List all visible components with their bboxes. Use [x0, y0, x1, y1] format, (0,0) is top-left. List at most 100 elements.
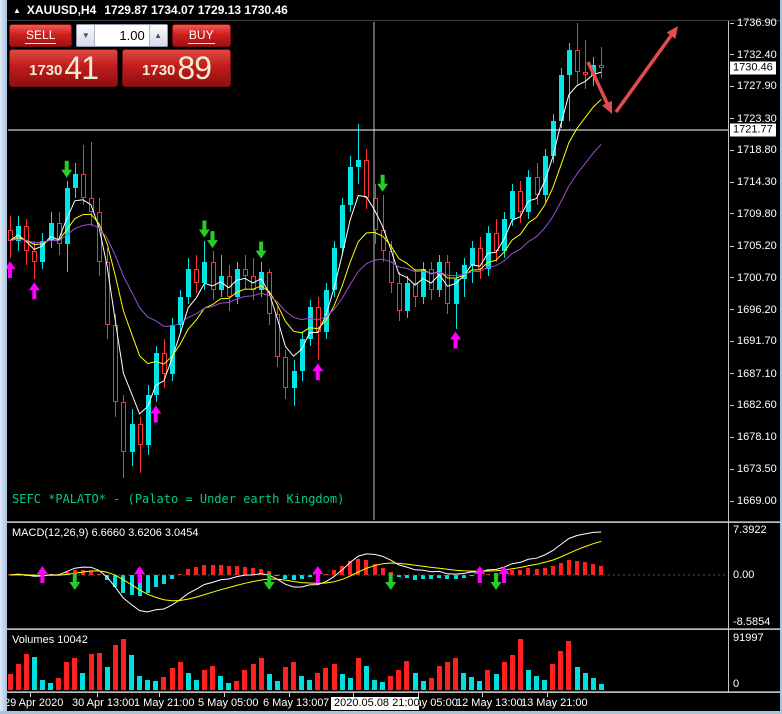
- volume-bar: [388, 675, 394, 690]
- volume-bar: [72, 658, 78, 690]
- time-axis-tick: [97, 693, 98, 697]
- macd-histogram-bar: [453, 575, 458, 579]
- time-axis-label: 1 May 21:00: [134, 697, 195, 709]
- buy-price-digits: 89: [177, 50, 212, 86]
- volume-bar: [534, 675, 539, 690]
- candle-body: [583, 71, 589, 76]
- sell-signal-arrow: [207, 231, 218, 249]
- volume-bar: [266, 673, 272, 690]
- volume-bar: [574, 666, 580, 690]
- volume-bar: [517, 639, 523, 690]
- macd-volumes-separator[interactable]: [0, 628, 782, 630]
- time-axis-tick: [289, 693, 290, 697]
- volume-bar: [590, 678, 596, 690]
- volume-bar: [120, 639, 126, 690]
- candle-body: [332, 247, 337, 290]
- symbol-period-label: XAUUSD,H4: [26, 3, 97, 17]
- price-axis-label: 1718.80: [730, 144, 777, 156]
- candle-body: [24, 226, 30, 252]
- macd-histogram-bar: [153, 575, 158, 588]
- volume-decrease-button[interactable]: ▼: [77, 25, 96, 46]
- macd-histogram-bar: [437, 575, 442, 579]
- volume-axis-label: 0: [733, 678, 740, 690]
- candle-body: [437, 261, 443, 290]
- volume-bar: [307, 679, 313, 690]
- price-axis-label: 1705.20: [730, 240, 777, 252]
- price-axis-label: 1727.90: [730, 80, 777, 92]
- sell-button[interactable]: SELL: [9, 24, 73, 47]
- time-axis-tick: [30, 693, 31, 697]
- macd-histogram-bar: [218, 565, 223, 575]
- macd-histogram-bar: [526, 568, 531, 575]
- volume-bar: [396, 669, 402, 690]
- volume-bar: [56, 678, 62, 690]
- macd-histogram-bar: [372, 563, 377, 575]
- volume-increase-button[interactable]: ▲: [148, 25, 167, 46]
- macd-histogram-bar: [340, 565, 345, 575]
- macd-axis-label: -8.5854: [733, 616, 771, 628]
- price-axis-label: 1700.70: [730, 272, 777, 284]
- candle-body: [518, 191, 524, 213]
- candle-body: [32, 251, 38, 262]
- buy-signal-arrow: [28, 282, 40, 300]
- volume-bar: [258, 658, 264, 690]
- collapse-triangle-icon[interactable]: ▲: [13, 5, 21, 15]
- price-axis-border: [728, 21, 729, 693]
- axis-tick: [730, 22, 734, 24]
- macd-histogram-bar: [413, 575, 417, 580]
- window-left-edge: [0, 0, 7, 714]
- axis-tick: [730, 213, 734, 215]
- sell-price-digits: 41: [64, 50, 99, 86]
- window-bottom-edge: [0, 711, 782, 714]
- candle-body: [340, 205, 346, 248]
- candle-body: [429, 268, 435, 290]
- sell-signal-arrow: [61, 160, 73, 178]
- candle-body: [283, 356, 289, 389]
- volume-bar: [201, 669, 207, 690]
- candle-body: [599, 64, 605, 69]
- macd-histogram-bar: [194, 567, 199, 575]
- buy-button[interactable]: BUY: [171, 24, 231, 47]
- trend-arrow-head: [666, 26, 678, 39]
- main-macd-separator[interactable]: [0, 521, 782, 523]
- buy-price-panel[interactable]: 1730 89: [122, 49, 231, 87]
- volume-bar: [347, 678, 353, 690]
- volume-bar: [339, 673, 345, 690]
- candle-wick: [139, 416, 141, 473]
- candle-body: [97, 212, 103, 262]
- volume-bar: [64, 662, 70, 690]
- volume-input[interactable]: 1.00: [95, 25, 149, 46]
- time-axis-tick: [224, 693, 225, 697]
- sell-signal-arrow: [198, 220, 210, 238]
- volume-bar: [542, 679, 548, 690]
- candle-body: [194, 268, 200, 283]
- sell-price-panel[interactable]: 1730 41: [9, 49, 118, 87]
- buy-signal-arrow: [450, 331, 461, 349]
- volume-bar: [477, 680, 483, 690]
- axis-tick: [730, 340, 734, 342]
- volume-bar: [153, 681, 159, 690]
- macd-histogram-bar: [275, 575, 280, 576]
- volume-axis-label: 91997: [733, 632, 764, 644]
- macd-histogram-bar: [299, 575, 304, 580]
- time-axis-tick: [547, 693, 548, 697]
- time-axis-label: 29 Apr 2020: [4, 697, 64, 709]
- volume-bar: [372, 679, 377, 690]
- volume-bar: [145, 679, 151, 690]
- candle-body: [80, 173, 86, 199]
- volume-bar: [501, 662, 507, 690]
- trend-arrow-head: [601, 100, 612, 114]
- volume-bar: [315, 672, 321, 690]
- volume-bar: [23, 654, 29, 690]
- macd-axis-label: 0.00: [733, 569, 755, 581]
- candle-body: [485, 233, 491, 269]
- macd-histogram-bar: [494, 573, 498, 575]
- macd-histogram-bar: [388, 572, 393, 575]
- macd-histogram-bar: [72, 569, 77, 575]
- macd-histogram-bar: [283, 575, 288, 580]
- candle-body: [40, 240, 46, 262]
- candle-body: [380, 229, 386, 252]
- volume-bar: [242, 669, 248, 690]
- macd-histogram-bar: [566, 560, 571, 575]
- macd-histogram-bar: [8, 574, 12, 575]
